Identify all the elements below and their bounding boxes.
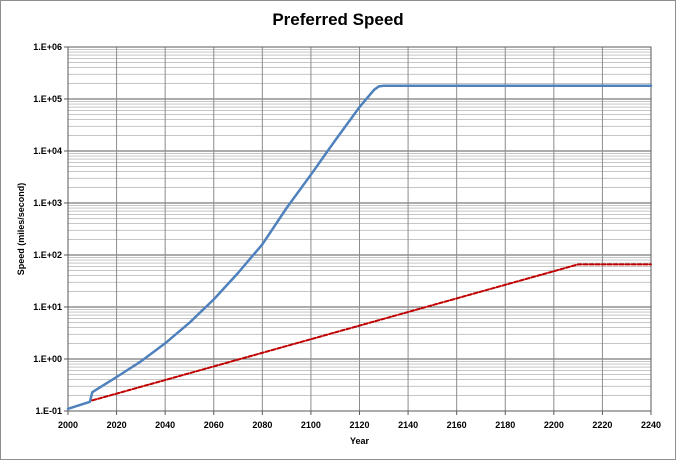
x-tick-label: 2160 <box>447 420 467 430</box>
chart-title: Preferred Speed <box>272 10 404 29</box>
series-layer <box>66 84 653 411</box>
x-tick-label: 2220 <box>592 420 612 430</box>
series-line-1 <box>66 84 653 411</box>
x-tick-label: 2080 <box>252 420 272 430</box>
x-tick-label: 2200 <box>544 420 564 430</box>
y-tick-label: 1.E+06 <box>33 42 62 52</box>
y-tick-label: 1.E+01 <box>33 302 62 312</box>
x-axis-label: Year <box>350 436 370 446</box>
x-tick-label: 2240 <box>641 420 661 430</box>
y-tick-label: 1.E+05 <box>33 94 62 104</box>
y-tick-label: 1.E+03 <box>33 198 62 208</box>
tick-labels: 1.E-01 1.E+00 1.E+01 1.E+02 1.E+03 1.E+04 1.E+… <box>33 42 661 430</box>
y-axis-label: Speed (miles/second) <box>16 183 26 276</box>
major-gridlines <box>64 46 652 415</box>
y-tick-label: 1.E+00 <box>33 354 62 364</box>
y-tick-label: 1.E+02 <box>33 250 62 260</box>
x-tick-label: 2040 <box>155 420 175 430</box>
x-tick-label: 2000 <box>58 420 78 430</box>
x-tick-label: 2120 <box>349 420 369 430</box>
plot-area-border <box>67 46 652 412</box>
x-tick-label: 2140 <box>398 420 418 430</box>
x-tick-label: 2060 <box>204 420 224 430</box>
x-tick-label: 2180 <box>495 420 515 430</box>
x-tick-label: 2100 <box>301 420 321 430</box>
series-line-2 <box>91 263 652 402</box>
y-tick-label: 1.E+04 <box>33 146 62 156</box>
y-tick-label: 1.E-01 <box>35 406 62 416</box>
x-tick-label: 2020 <box>107 420 127 430</box>
